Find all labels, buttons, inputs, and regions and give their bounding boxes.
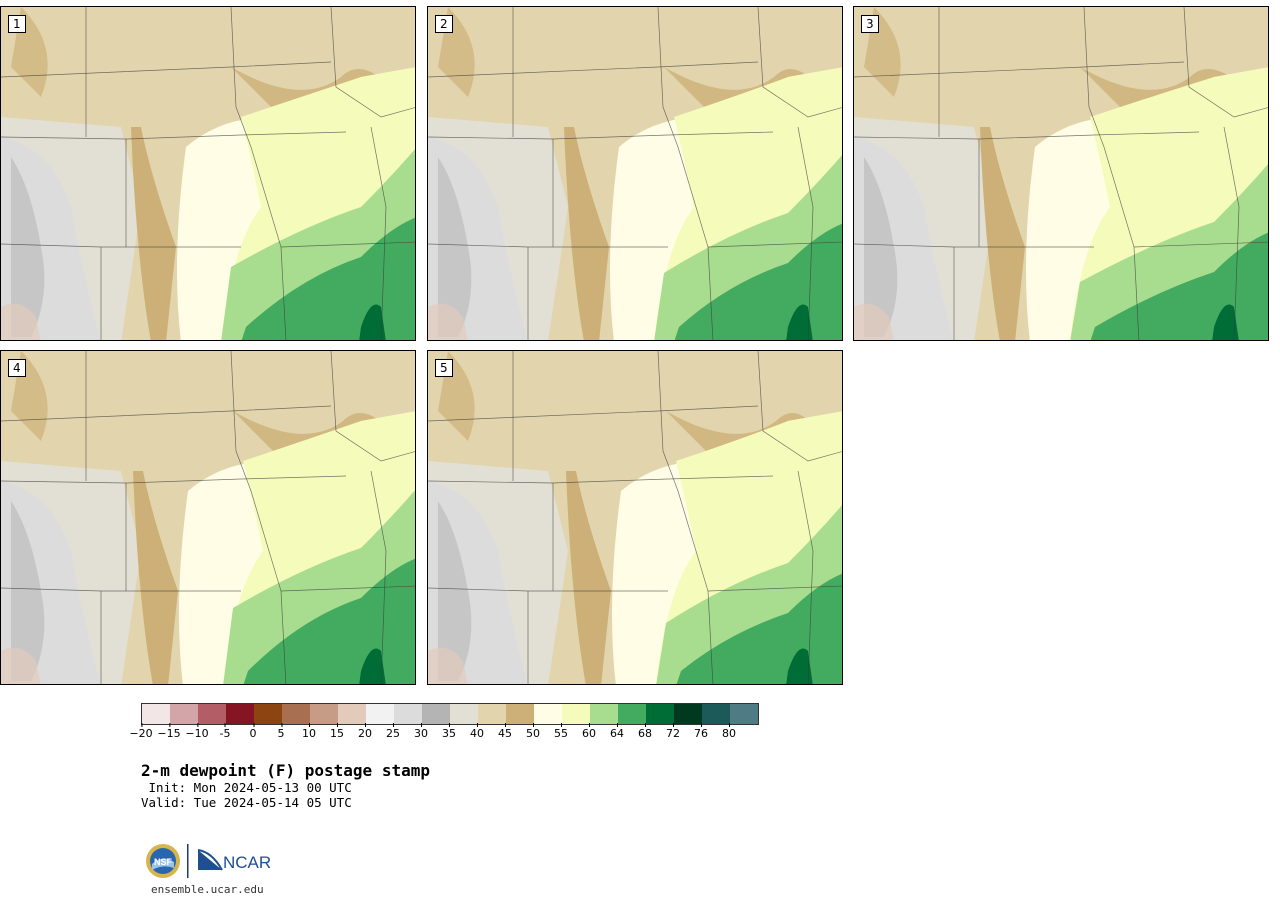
colorbar-swatch <box>702 704 730 724</box>
colorbar-tick-label: −15 <box>157 723 181 740</box>
colorbar-tick-label: −20 <box>129 723 153 740</box>
member-panel-1: 1 <box>0 6 416 341</box>
ncar-logo-text: NCAR <box>223 853 271 872</box>
colorbar-ticks: −20 −15 −10 -5 0 5 10 15 20 25 30 35 40 45 50 55 60 64 68 7… <box>0 723 900 743</box>
dewpoint-map <box>854 7 1268 340</box>
colorbar-tick-label: 76 <box>694 723 708 740</box>
colorbar-swatch <box>170 704 198 724</box>
member-panel-3: 3 <box>853 6 1269 341</box>
colorbar-swatch <box>338 704 366 724</box>
colorbar-tick-label: 55 <box>554 723 568 740</box>
colorbar-swatch <box>254 704 282 724</box>
colorbar-tick-label: 20 <box>358 723 372 740</box>
colorbar-tick-label: 15 <box>330 723 344 740</box>
member-label: 3 <box>861 15 879 33</box>
colorbar-swatch <box>534 704 562 724</box>
colorbar-swatch <box>394 704 422 724</box>
colorbar-tick-label: 30 <box>414 723 428 740</box>
member-label: 5 <box>435 359 453 377</box>
colorbar-tick-label: 60 <box>582 723 596 740</box>
colorbar-swatch <box>478 704 506 724</box>
colorbar-swatch <box>366 704 394 724</box>
dewpoint-map <box>1 351 415 684</box>
valid-time: Valid: Tue 2024-05-14 05 UTC <box>141 795 352 810</box>
member-panel-2: 2 <box>427 6 843 341</box>
colorbar-tick-label: 68 <box>638 723 652 740</box>
colorbar-tick-label: 40 <box>470 723 484 740</box>
figure-title: 2-m dewpoint (F) postage stamp <box>141 761 430 780</box>
colorbar-tick-label: -5 <box>219 723 231 740</box>
init-time: Init: Mon 2024-05-13 00 UTC <box>141 780 352 795</box>
colorbar-swatch <box>730 704 758 724</box>
website-url: ensemble.ucar.edu <box>151 883 264 896</box>
dewpoint-map <box>1 7 415 340</box>
colorbar-swatch <box>310 704 338 724</box>
colorbar-tick-label: 0 <box>249 723 257 740</box>
member-label: 4 <box>8 359 26 377</box>
colorbar-swatch <box>422 704 450 724</box>
colorbar-swatch <box>226 704 254 724</box>
colorbar-swatch <box>142 704 170 724</box>
colorbar-swatch <box>562 704 590 724</box>
colorbar-tick-label: 80 <box>722 723 736 740</box>
colorbar-tick-label: 5 <box>277 723 285 740</box>
colorbar-swatch <box>674 704 702 724</box>
member-panel-4: 4 <box>0 350 416 685</box>
colorbar-swatch <box>506 704 534 724</box>
dewpoint-map <box>428 351 842 684</box>
colorbar-swatch <box>282 704 310 724</box>
colorbar-tick-label: 64 <box>610 723 624 740</box>
colorbar-swatch <box>198 704 226 724</box>
colorbar-tick-label: 50 <box>526 723 540 740</box>
dewpoint-colorbar <box>141 703 759 725</box>
colorbar-tick-label: 45 <box>498 723 512 740</box>
nsf-ncar-logo: NSF NCAR <box>146 844 271 878</box>
colorbar-tick-label: 72 <box>666 723 680 740</box>
colorbar-swatch <box>618 704 646 724</box>
member-label: 2 <box>435 15 453 33</box>
colorbar-swatch <box>646 704 674 724</box>
colorbar-tick-label: 35 <box>442 723 456 740</box>
colorbar-swatch <box>590 704 618 724</box>
dewpoint-map <box>428 7 842 340</box>
colorbar-tick-label: 10 <box>302 723 316 740</box>
member-panel-5: 5 <box>427 350 843 685</box>
colorbar-tick-label: −10 <box>185 723 209 740</box>
nsf-logo-text: NSF <box>154 857 173 867</box>
colorbar-tick-label: 25 <box>386 723 400 740</box>
colorbar-swatch <box>450 704 478 724</box>
member-label: 1 <box>8 15 26 33</box>
